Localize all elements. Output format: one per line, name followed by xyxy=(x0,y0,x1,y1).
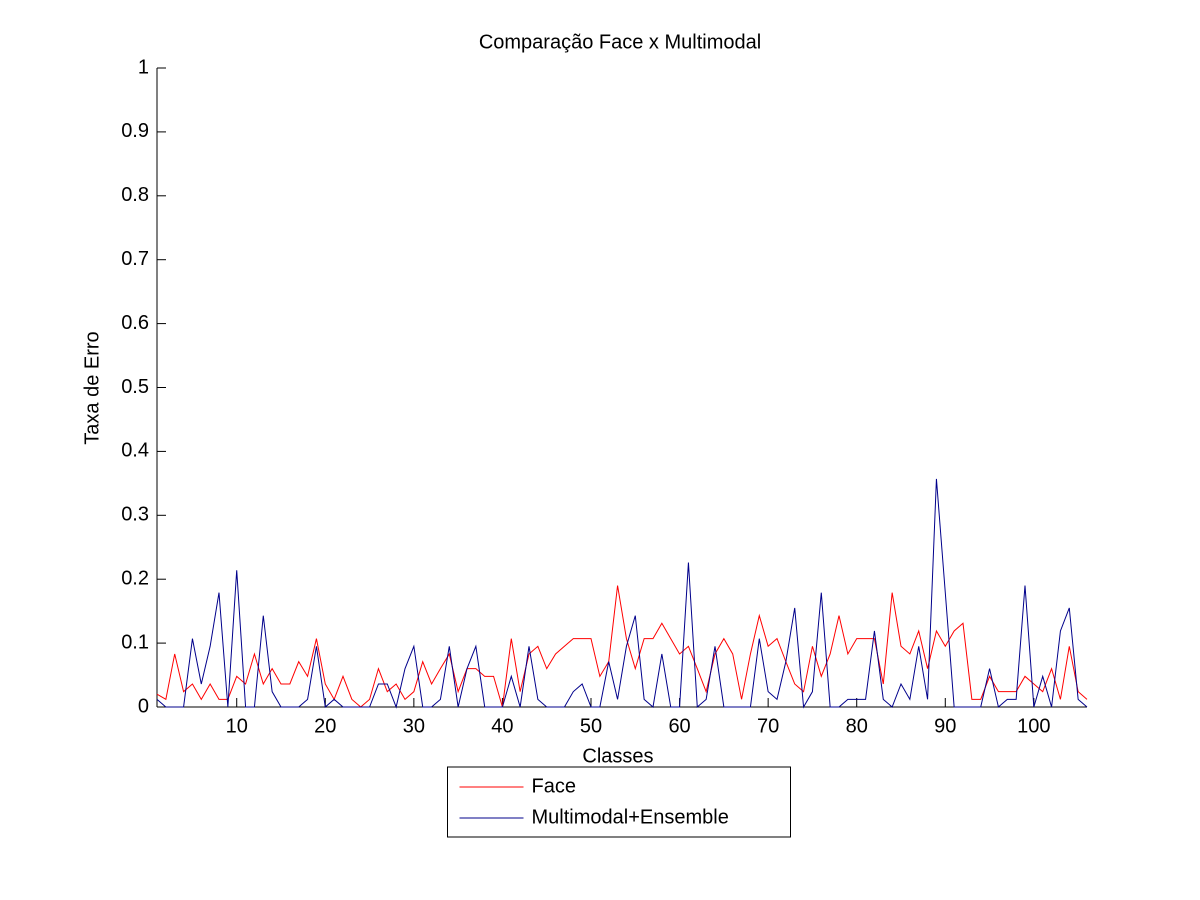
x-tick-label: 100 xyxy=(1017,715,1050,737)
series-line xyxy=(156,478,1088,709)
x-tick-label: 60 xyxy=(668,715,690,737)
y-tick-label: 1 xyxy=(138,56,149,78)
y-tick-label: 0.1 xyxy=(121,631,149,653)
legend-label: Multimodal+Ensemble xyxy=(532,806,729,828)
y-tick-label: 0.8 xyxy=(121,184,149,206)
x-axis-label: Classes xyxy=(582,745,653,767)
x-tick-label: 50 xyxy=(580,715,602,737)
y-axis-label: Taxa de Erro xyxy=(81,331,103,444)
x-tick-label: 80 xyxy=(846,715,868,737)
y-tick-label: 0.9 xyxy=(121,120,149,142)
x-tick-label: 40 xyxy=(491,715,513,737)
x-tick-label: 10 xyxy=(226,715,248,737)
y-tick-label: 0.6 xyxy=(121,312,149,334)
y-tick-label: 0.2 xyxy=(121,567,149,589)
legend-label: Face xyxy=(532,775,576,797)
x-tick-label: 20 xyxy=(314,715,336,737)
x-tick-label: 30 xyxy=(403,715,425,737)
y-tick-label: 0.4 xyxy=(121,440,149,462)
x-tick-label: 70 xyxy=(757,715,779,737)
legend-box xyxy=(447,766,791,838)
y-tick-label: 0.7 xyxy=(121,248,149,270)
chart-title: Comparação Face x Multimodal xyxy=(479,31,761,53)
x-tick-label: 90 xyxy=(934,715,956,737)
y-tick-label: 0 xyxy=(138,695,149,717)
y-tick-label: 0.5 xyxy=(121,376,149,398)
y-tick-label: 0.3 xyxy=(121,504,149,526)
series-line xyxy=(156,585,1088,708)
